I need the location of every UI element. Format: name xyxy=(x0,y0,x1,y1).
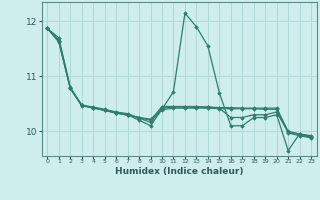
X-axis label: Humidex (Indice chaleur): Humidex (Indice chaleur) xyxy=(115,167,244,176)
